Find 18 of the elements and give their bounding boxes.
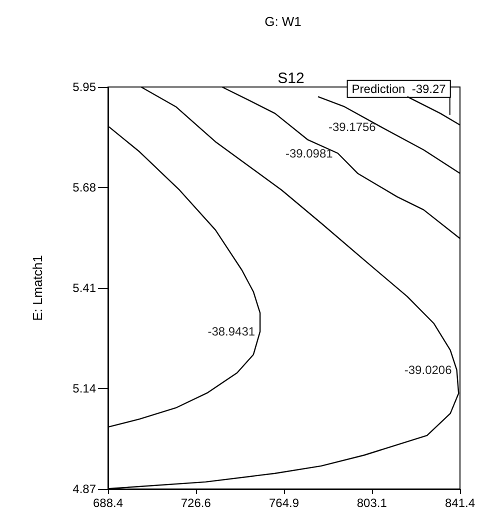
chart-subtitle: S12	[278, 70, 304, 87]
x-tick-label: 726.6	[180, 496, 212, 510]
x-tick-label: 803.1	[356, 496, 388, 510]
y-tick-label: 4.87	[72, 482, 96, 496]
y-tick-label: 5.14	[72, 382, 96, 396]
x-tick-label: 841.4	[444, 496, 476, 510]
y-tick-label: 5.41	[72, 281, 96, 295]
series-label: -39.0981	[285, 146, 334, 160]
series-label: -39.1756	[328, 120, 376, 134]
y-tick-label: 5.95	[72, 80, 96, 94]
series-label: -38.9431	[208, 324, 256, 339]
x-tick-label: 764.9	[268, 496, 300, 510]
chart-title: G: W1	[264, 14, 302, 29]
annotation: Prediction -39.27	[352, 82, 446, 96]
x-tick-label: 688.4	[92, 496, 124, 510]
series-label: -39.0206	[404, 362, 452, 377]
y-axis-title: E: Lmatch1	[30, 255, 45, 321]
y-tick-label: 5.68	[72, 180, 96, 194]
